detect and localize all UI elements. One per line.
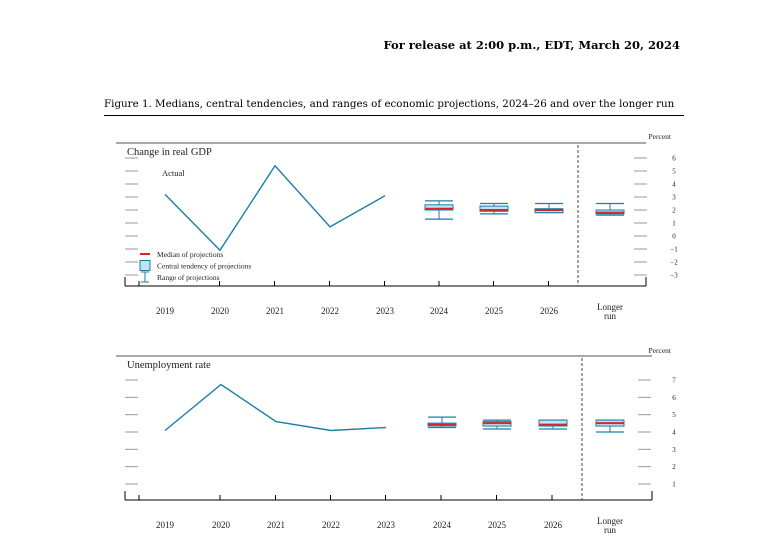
central-tendency-box — [538, 419, 568, 427]
y-tick-label: 1 — [672, 220, 676, 228]
x-tick-label: 2023 — [377, 520, 396, 530]
actual-annotation: Actual — [162, 168, 185, 178]
actual-series-line — [164, 383, 387, 432]
y-tick-label: −1 — [670, 246, 678, 254]
x-tick-label: 2025 — [485, 306, 504, 316]
y-tick-label: 0 — [672, 233, 676, 241]
figure-title-rule — [104, 115, 684, 116]
y-tick-label: 5 — [672, 411, 676, 419]
x-tick-label: 2021 — [266, 306, 284, 316]
x-tick-label: 2026 — [540, 306, 559, 316]
y-tick-label: 6 — [672, 155, 676, 163]
legend-label: Median of projections — [157, 250, 223, 259]
unit-label: Percent — [649, 132, 672, 141]
y-tick-label: 3 — [672, 194, 676, 202]
x-tick-label: 2025 — [488, 520, 507, 530]
y-tick-label: 6 — [672, 394, 676, 402]
release-notice: For release at 2:00 p.m., EDT, March 20,… — [383, 38, 680, 52]
x-tick-label: 2022 — [322, 520, 340, 530]
y-tick-label: 4 — [672, 181, 676, 189]
x-tick-label: 2023 — [376, 306, 395, 316]
x-tick-label: 2020 — [212, 520, 231, 530]
figure-title: Figure 1. Medians, central tendencies, a… — [104, 98, 675, 110]
x-tick-label: 2022 — [321, 306, 339, 316]
x-tick-label: 2026 — [544, 520, 563, 530]
y-tick-label: 2 — [672, 463, 676, 471]
x-tick-label: run — [604, 525, 616, 535]
y-tick-label: 2 — [672, 207, 676, 215]
y-tick-label: −2 — [670, 259, 678, 267]
gdp-panel: Percent Change in real GDP 6 5 4 3 2 1 0 −1 −2 −3 20… — [116, 132, 678, 321]
panel-title: Unemployment rate — [127, 360, 211, 371]
y-tick-label: 1 — [672, 481, 676, 489]
unit-label: Percent — [649, 346, 672, 355]
x-tick-label: 2021 — [267, 520, 285, 530]
x-tick-label: 2024 — [433, 520, 452, 530]
y-tick-label: 7 — [672, 377, 676, 385]
x-tick-label: 2024 — [430, 306, 449, 316]
panel-title: Change in real GDP — [127, 147, 212, 158]
legend-label: Central tendency of projections — [157, 262, 251, 271]
x-tick-label: 2019 — [156, 520, 175, 530]
x-tick-label: Longer — [597, 516, 623, 526]
x-tick-label: 2019 — [156, 306, 175, 316]
y-tick-label: 3 — [672, 446, 676, 454]
x-tick-label: run — [604, 311, 616, 321]
y-tick-label: 4 — [672, 429, 676, 437]
x-tick-label: Longer — [597, 302, 623, 312]
x-tick-label: 2020 — [211, 306, 230, 316]
legend-label: Range of projections — [157, 273, 220, 282]
y-tick-label: −3 — [670, 272, 678, 280]
central-tendency-box — [424, 204, 454, 211]
y-tick-label: 5 — [672, 168, 676, 176]
central-tendency-box — [479, 205, 509, 212]
actual-series-line — [164, 164, 386, 252]
legend-central-swatch — [139, 260, 151, 271]
unemployment-panel: Percent Unemployment rate 7 6 5 4 3 2 1 2019 2020 2… — [116, 346, 676, 535]
